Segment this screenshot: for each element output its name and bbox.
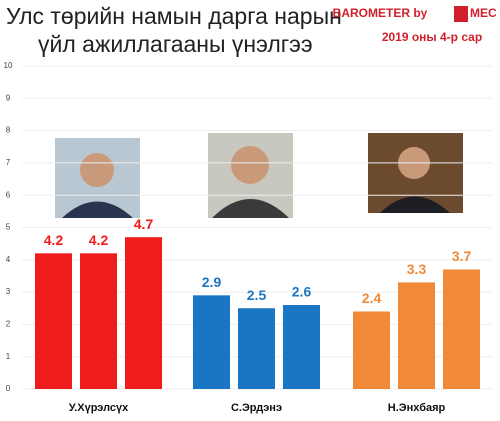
data-label: 3.3	[407, 261, 427, 277]
bar	[443, 269, 480, 389]
data-label: 4.2	[44, 232, 64, 248]
logo-icon	[454, 6, 468, 22]
data-label: 2.6	[292, 284, 312, 300]
y-tick-label: 4	[6, 255, 11, 264]
data-label: 3.7	[452, 248, 472, 264]
y-tick-label: 8	[6, 126, 11, 135]
photo	[368, 133, 463, 213]
photo	[208, 133, 293, 218]
bar	[193, 295, 230, 389]
y-tick-label: 6	[6, 190, 11, 199]
x-tick-label: Н.Энхбаяр	[388, 402, 446, 414]
data-label: 4.2	[89, 232, 109, 248]
data-label: 2.5	[247, 287, 267, 303]
bar	[353, 311, 390, 389]
y-tick-label: 2	[6, 320, 11, 329]
bar	[238, 308, 275, 389]
y-tick-label: 10	[4, 61, 13, 70]
y-tick-label: 7	[6, 158, 11, 167]
bar	[398, 282, 435, 389]
data-label: 2.4	[362, 290, 382, 306]
x-tick-label: У.Хүрэлсүх	[69, 402, 129, 414]
x-tick-label: С.Эрдэнэ	[231, 402, 282, 414]
chart-title: үйл ажиллагааны үнэлгээ	[38, 31, 313, 57]
bar	[283, 305, 320, 389]
bar	[80, 253, 117, 389]
photo	[55, 138, 140, 218]
brand: BAROMETER by	[333, 6, 428, 20]
subtitle: 2019 оны 4-р сар	[382, 30, 482, 44]
data-label: 2.9	[202, 274, 222, 290]
brand-mark: MEC	[470, 6, 497, 20]
data-label: 4.7	[134, 216, 154, 232]
chart-title: Улс төрийн намын дарга нарын	[6, 3, 342, 29]
y-tick-label: 5	[6, 223, 11, 232]
y-tick-label: 3	[6, 287, 11, 296]
y-tick-label: 9	[6, 93, 11, 102]
bar	[125, 237, 162, 389]
y-tick-label: 0	[6, 384, 11, 393]
bar	[35, 253, 72, 389]
y-tick-label: 1	[6, 352, 11, 361]
